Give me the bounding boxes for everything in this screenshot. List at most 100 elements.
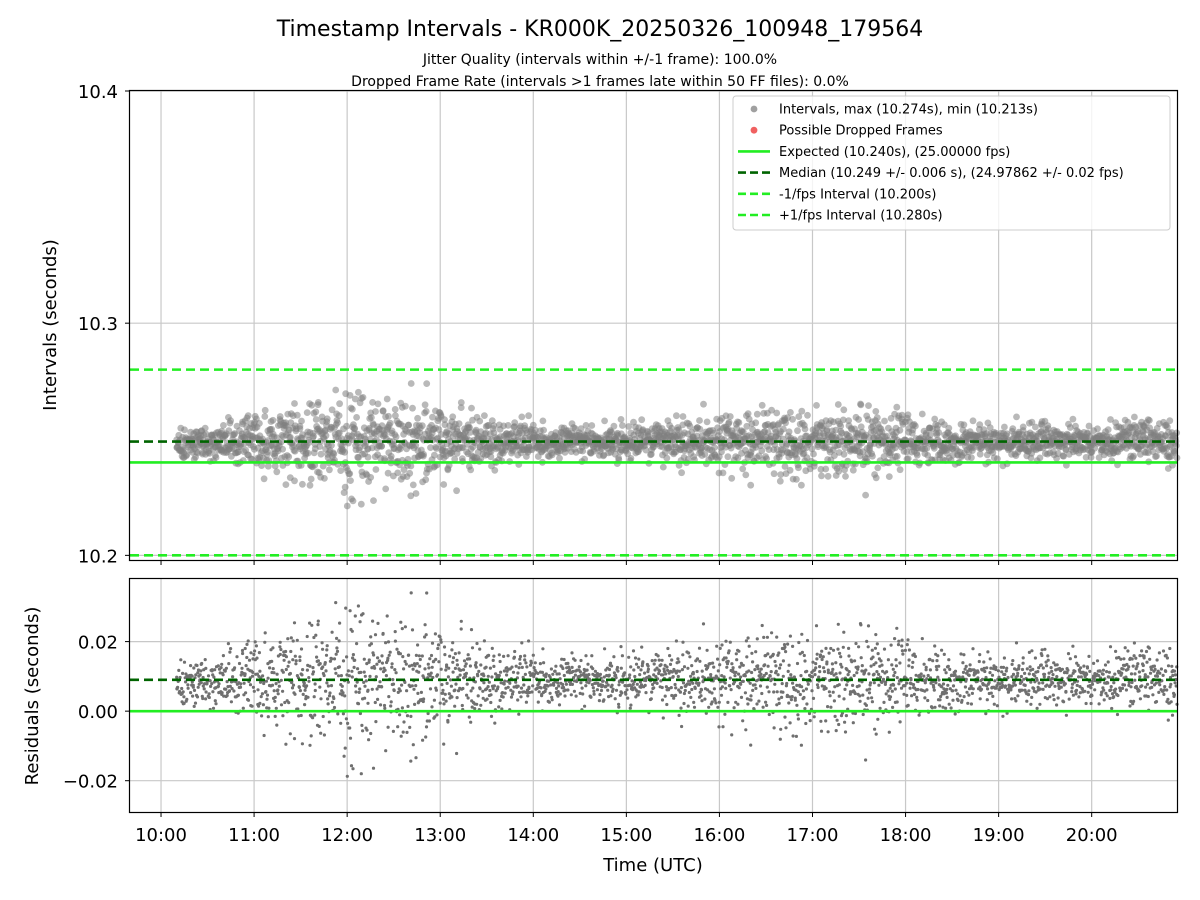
residual-point — [795, 661, 800, 666]
residual-point — [628, 706, 632, 710]
residual-point — [192, 688, 197, 693]
residual-point — [871, 655, 875, 659]
residual-point — [992, 702, 996, 706]
residual-point — [387, 653, 391, 657]
residual-point — [404, 662, 408, 666]
interval-point — [619, 422, 626, 429]
residual-point — [186, 683, 190, 687]
residual-point — [554, 686, 559, 691]
residual-point — [650, 659, 654, 663]
residual-point — [1026, 693, 1031, 697]
residual-point — [278, 652, 282, 657]
residual-point — [517, 712, 521, 716]
residual-point — [539, 686, 543, 690]
residual-point — [217, 682, 221, 686]
residual-point — [1041, 687, 1045, 692]
residual-point — [765, 635, 770, 639]
residual-point — [608, 661, 613, 665]
residual-point — [906, 703, 910, 708]
residual-point — [754, 686, 758, 691]
residual-point — [526, 694, 530, 698]
residual-point — [554, 664, 558, 668]
residual-point — [1067, 697, 1071, 701]
residual-point — [739, 695, 744, 700]
interval-point — [367, 474, 375, 481]
interval-point — [264, 448, 271, 456]
interval-point — [328, 406, 336, 414]
residual-point — [1023, 683, 1027, 688]
interval-point — [773, 409, 781, 417]
residual-point — [392, 688, 396, 693]
legend-entry: Expected (10.240s), (25.00000 fps) — [779, 145, 1010, 160]
residual-point — [671, 675, 675, 679]
residual-point — [791, 734, 795, 738]
residual-point — [288, 732, 292, 736]
residual-point — [1056, 696, 1060, 700]
interval-point — [960, 421, 968, 429]
residual-point — [803, 707, 807, 711]
residual-point — [1059, 685, 1063, 689]
residual-point — [822, 666, 826, 670]
residual-point — [523, 658, 527, 662]
interval-point — [269, 416, 277, 424]
residual-point — [311, 716, 315, 720]
residual-point — [442, 702, 446, 706]
residual-point — [181, 690, 185, 694]
residual-point — [597, 699, 602, 703]
residual-point — [951, 684, 956, 688]
residual-point — [583, 704, 587, 708]
interval-point — [718, 448, 725, 456]
residual-point — [390, 662, 394, 666]
residual-point — [402, 720, 406, 724]
interval-point — [387, 452, 395, 460]
residual-point — [894, 658, 898, 662]
residual-point — [356, 604, 360, 608]
residual-point — [747, 644, 751, 648]
residual-point — [274, 706, 278, 710]
residual-point — [634, 662, 639, 666]
residual-point — [549, 667, 554, 671]
interval-point — [696, 417, 703, 424]
interval-point — [845, 417, 852, 424]
residual-point — [322, 673, 326, 678]
residual-point — [478, 647, 482, 651]
interval-point — [348, 405, 356, 413]
interval-point — [1131, 413, 1138, 421]
residual-point — [928, 657, 932, 662]
interval-point — [386, 419, 394, 427]
residual-point — [1030, 695, 1034, 700]
residual-point — [691, 670, 695, 675]
residual-point — [666, 668, 670, 673]
residual-point — [798, 692, 802, 697]
residual-point — [224, 666, 228, 670]
residual-point — [316, 659, 320, 663]
residual-point — [359, 772, 363, 776]
residual-point — [830, 670, 834, 674]
residual-point — [674, 693, 678, 698]
legend: Intervals, max (10.274s), min (10.213s)P… — [732, 95, 1171, 231]
residual-point — [978, 697, 982, 701]
residual-point — [425, 591, 429, 595]
residual-point — [772, 726, 776, 730]
interval-point — [1009, 425, 1017, 433]
residual-point — [232, 689, 236, 693]
residual-point — [692, 700, 696, 705]
residual-point — [203, 658, 207, 662]
residual-point — [442, 645, 447, 649]
residual-point — [348, 609, 352, 613]
residual-point — [459, 627, 463, 631]
residual-point — [857, 645, 861, 649]
residual-point — [522, 683, 526, 687]
residual-point — [780, 695, 784, 700]
interval-point — [326, 466, 333, 474]
residual-point — [476, 694, 480, 698]
residual-point — [723, 681, 727, 685]
interval-point — [1036, 454, 1044, 462]
residual-point — [847, 646, 851, 651]
interval-point — [728, 474, 736, 482]
residual-point — [288, 671, 292, 676]
residual-point — [872, 681, 876, 685]
residual-point — [482, 639, 486, 643]
residual-point — [898, 720, 902, 724]
residual-point — [797, 640, 801, 645]
